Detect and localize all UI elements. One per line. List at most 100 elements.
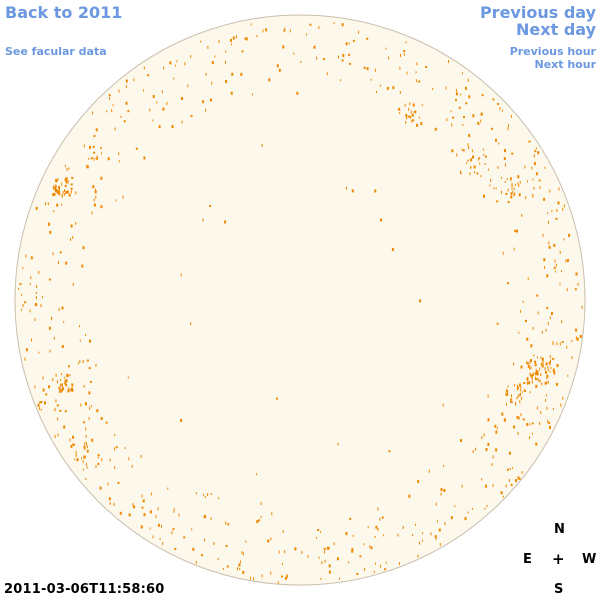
facula-speck (318, 25, 320, 29)
facula-speck (245, 540, 247, 543)
facula-speck (566, 288, 568, 292)
facula-speck (515, 479, 517, 483)
facula-speck (280, 575, 283, 578)
previous-hour-link[interactable]: Previous hour (509, 45, 596, 58)
facula-speck (267, 539, 270, 543)
facula-speck (68, 167, 70, 170)
facula-speck (467, 143, 469, 147)
facula-speck (472, 155, 474, 159)
facula-speck (517, 182, 519, 185)
facula-speck (517, 432, 519, 435)
facula-speck (128, 457, 130, 461)
facula-speck (58, 390, 60, 393)
facula-speck (265, 28, 268, 32)
facula-speck (42, 376, 44, 380)
facula-speck (397, 533, 399, 537)
facula-speck (468, 95, 471, 99)
facula-speck (359, 555, 362, 558)
facula-speck (525, 196, 527, 200)
facula-speck (172, 528, 175, 531)
facula-speck (51, 317, 53, 321)
facula-speck (403, 52, 405, 56)
facula-speck (498, 142, 500, 145)
facula-speck (562, 396, 564, 400)
facula-speck (72, 435, 75, 439)
facula-speck (505, 484, 507, 488)
next-hour-link[interactable]: Next hour (534, 58, 597, 71)
facula-speck (435, 502, 437, 506)
facula-speck (112, 104, 114, 107)
back-to-year-link[interactable]: Back to 2011 (5, 3, 123, 22)
facula-speck (230, 91, 233, 95)
facula-speck (283, 29, 286, 32)
facula-speck (560, 403, 562, 407)
facula-speck (64, 192, 66, 196)
facula-speck (472, 114, 475, 118)
facula-speck (122, 195, 124, 199)
facula-speck (345, 186, 347, 190)
facula-speck (49, 349, 51, 353)
facula-speck (548, 220, 549, 224)
facula-speck (81, 457, 82, 460)
facula-speck (61, 389, 63, 393)
facula-speck (568, 233, 571, 237)
facula-speck (535, 370, 538, 374)
facula-speck (553, 266, 556, 269)
facula-speck (555, 217, 558, 220)
facula-speck (413, 111, 416, 113)
facula-speck (316, 536, 318, 539)
facula-speck (422, 539, 423, 542)
facula-speck (58, 192, 61, 196)
facula-speck (554, 270, 556, 273)
facula-speck (386, 86, 389, 90)
facula-speck (65, 384, 68, 387)
facula-speck (135, 147, 138, 150)
facula-speck (475, 447, 477, 451)
facula-speck (472, 450, 474, 453)
facula-speck (85, 402, 87, 406)
previous-day-link[interactable]: Previous day (479, 3, 596, 22)
facula-speck (328, 570, 331, 574)
facula-speck (84, 446, 86, 450)
facula-speck (29, 309, 31, 313)
facula-speck (79, 325, 80, 328)
facula-speck (417, 480, 420, 484)
facula-speck (70, 224, 73, 228)
facula-speck (52, 378, 54, 382)
facula-speck (205, 108, 207, 112)
facula-speck (532, 326, 534, 330)
facula-speck (575, 336, 577, 340)
facula-speck (403, 50, 406, 52)
facula-speck (293, 52, 295, 55)
facula-speck (443, 489, 446, 492)
facula-speck (82, 246, 85, 250)
facula-speck (83, 144, 85, 148)
facula-speck (348, 53, 351, 56)
next-day-link[interactable]: Next day (516, 20, 596, 39)
facula-speck (25, 348, 28, 352)
facula-speck (491, 127, 493, 130)
facula-speck (61, 194, 63, 198)
see-facular-data-link[interactable]: See facular data (5, 45, 107, 58)
facula-speck (559, 250, 561, 254)
facula-speck (66, 190, 69, 194)
facula-speck (510, 195, 513, 199)
facula-speck (270, 571, 272, 575)
facula-speck (522, 418, 525, 421)
facula-speck (349, 42, 351, 45)
facula-speck (40, 401, 43, 403)
facula-speck (36, 296, 37, 300)
facula-speck (83, 455, 86, 459)
facula-speck (535, 363, 537, 367)
facula-speck (404, 103, 406, 107)
facula-speck (541, 331, 543, 334)
facula-speck (552, 357, 555, 360)
facula-speck (35, 303, 38, 306)
facula-speck (53, 192, 56, 196)
facula-speck (22, 304, 24, 307)
facula-speck (79, 360, 81, 364)
facula-speck (480, 119, 482, 123)
facula-speck (39, 407, 41, 411)
facula-speck (150, 492, 152, 496)
facula-speck (55, 399, 57, 403)
